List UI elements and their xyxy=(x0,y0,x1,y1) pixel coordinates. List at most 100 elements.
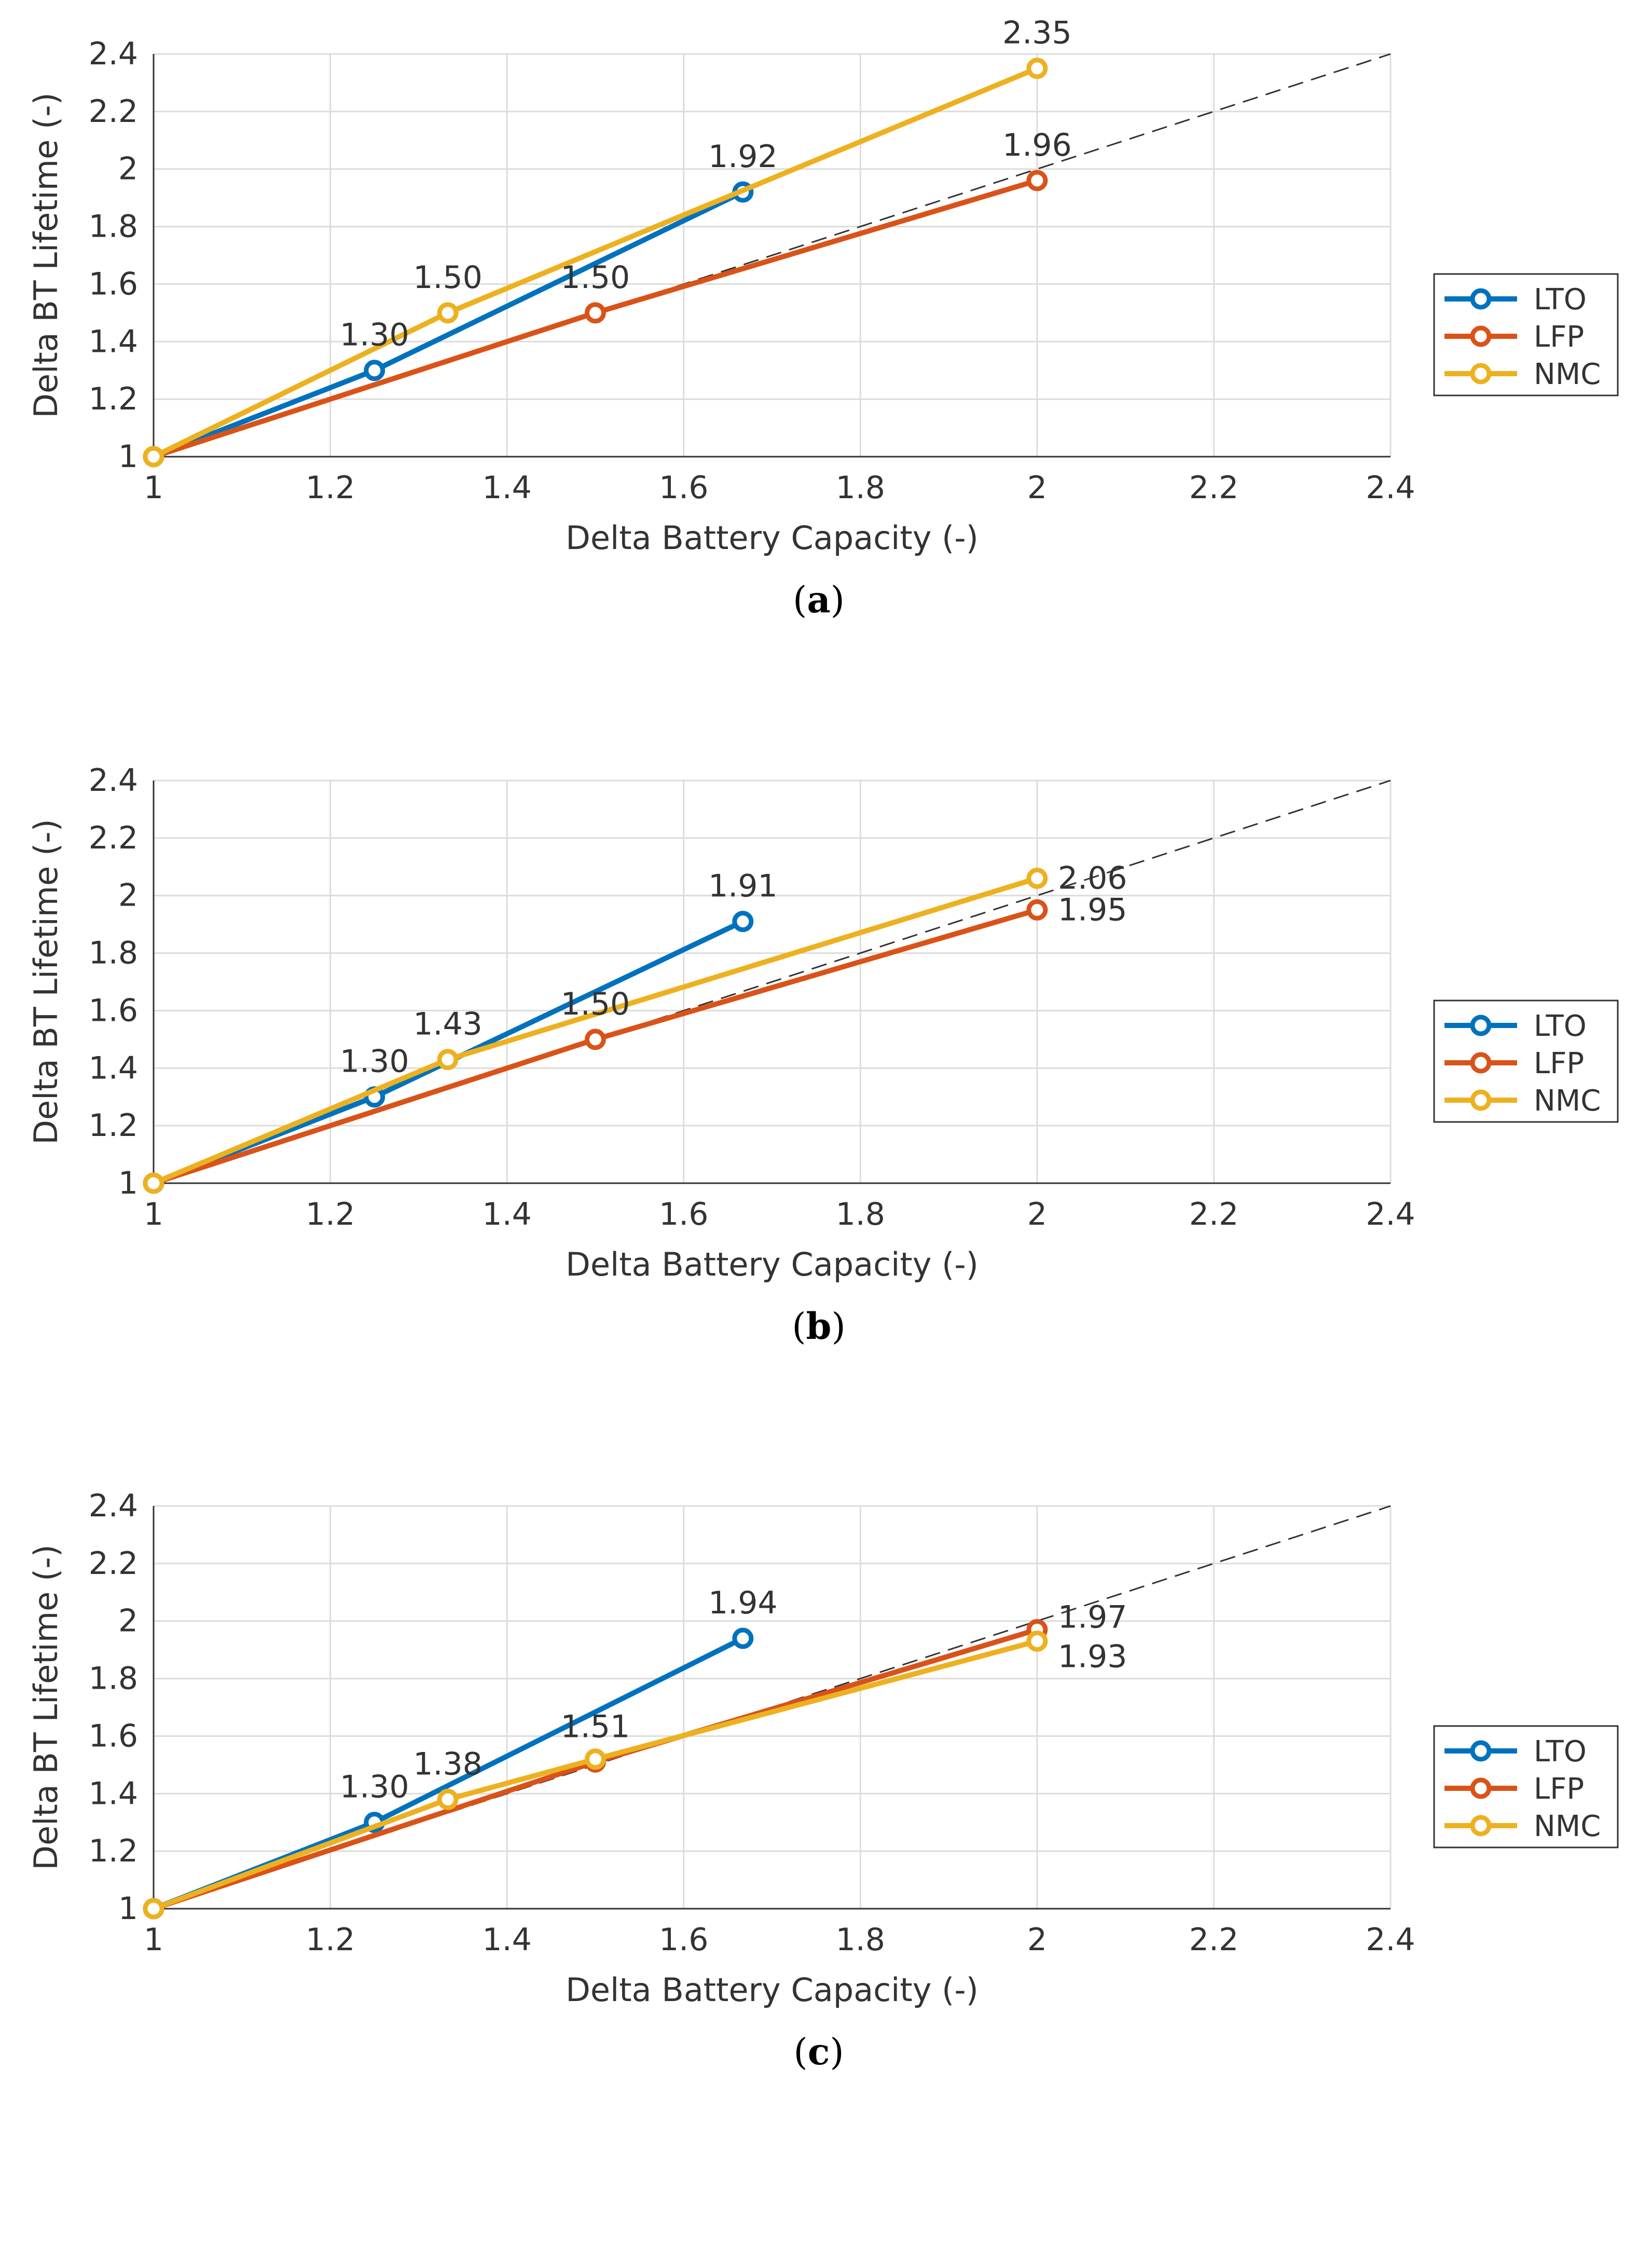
legend-swatch-marker xyxy=(1470,288,1492,310)
y-tick-label: 1.4 xyxy=(89,323,138,360)
caption-close: ) xyxy=(831,1305,845,1348)
y-tick-label: 2.2 xyxy=(89,93,138,130)
data-point xyxy=(437,302,459,324)
legend-label: NMC xyxy=(1534,1084,1601,1118)
data-label: 1.97 xyxy=(1058,1599,1127,1635)
data-point xyxy=(364,360,386,381)
x-tick-label: 1.4 xyxy=(482,470,531,506)
data-label: 2.35 xyxy=(1002,15,1072,51)
x-tick-label: 1.8 xyxy=(836,1196,885,1232)
y-tick-label: 1.6 xyxy=(89,992,138,1029)
y-tick-label: 1.4 xyxy=(89,1775,138,1812)
data-label: 1.30 xyxy=(340,1044,409,1080)
data-label: 1.96 xyxy=(1002,127,1072,163)
caption-letter: c xyxy=(808,2030,830,2073)
y-tick-label: 1.2 xyxy=(89,1107,138,1144)
series-line-lto xyxy=(153,189,744,459)
legend-label: LTO xyxy=(1534,1735,1587,1769)
data-point xyxy=(1026,58,1048,79)
x-tick-label: 2 xyxy=(1027,1196,1047,1232)
data-label: 1.91 xyxy=(708,868,778,905)
series-nmc xyxy=(143,58,1048,468)
y-tick-label: 2 xyxy=(118,878,138,914)
x-tick-label: 1.4 xyxy=(482,1196,531,1232)
x-tick-label: 2.4 xyxy=(1366,1922,1415,1958)
panel-caption: (a) xyxy=(793,578,845,621)
x-axis-label: Delta Battery Capacity (-) xyxy=(566,1245,979,1283)
x-tick-label: 1.2 xyxy=(306,1922,355,1958)
y-axis-label: Delta BT Lifetime (-) xyxy=(27,1544,65,1870)
y-tick-label: 1.8 xyxy=(89,209,138,245)
y-tick-label: 1 xyxy=(118,1165,138,1201)
data-label: 1.50 xyxy=(561,259,630,296)
data-point xyxy=(584,1748,606,1770)
y-tick-label: 2 xyxy=(118,151,138,187)
y-tick-label: 2.2 xyxy=(89,1545,138,1582)
legend-label: LFP xyxy=(1534,1772,1584,1806)
legend-swatch-marker xyxy=(1470,325,1492,347)
x-tick-label: 1.8 xyxy=(836,1922,885,1958)
legend-swatch-marker xyxy=(1470,1740,1492,1762)
data-label: 1.92 xyxy=(708,139,778,175)
y-tick-label: 2.4 xyxy=(89,762,138,799)
x-tick-label: 1.8 xyxy=(836,470,885,506)
caption-open: ( xyxy=(792,1305,806,1348)
legend-label: LFP xyxy=(1534,1047,1584,1080)
caption-open: ( xyxy=(793,579,807,621)
data-label: 1.30 xyxy=(340,317,409,353)
y-tick-label: 1.6 xyxy=(89,1718,138,1754)
data-label: 1.95 xyxy=(1058,892,1127,928)
x-tick-label: 2 xyxy=(1027,1922,1047,1958)
legend-swatch-marker xyxy=(1470,363,1492,385)
data-point xyxy=(584,302,606,324)
chart-panel-a: 1 1.2 1.4 1.6 1.8 2 2.2 2.4 1 1.2 1.4 1.6 1.8 2 2.2 2.4… xyxy=(27,15,1619,621)
x-tick-label: 1 xyxy=(144,1196,163,1232)
x-tick-label: 1.2 xyxy=(306,1196,355,1232)
data-point xyxy=(143,446,164,468)
chart-panel-c: 1 1.2 1.4 1.6 1.8 2 2.2 2.4 1 1.2 1.4 1.6 1.8 2 2.2 2.4… xyxy=(27,1488,1619,2073)
legend-label: LFP xyxy=(1534,320,1584,354)
series-nmc xyxy=(143,867,1048,1194)
data-label: 1.30 xyxy=(340,1769,409,1805)
y-tick-label: 2.4 xyxy=(89,1488,138,1524)
caption-letter: a xyxy=(807,578,830,621)
data-point xyxy=(1026,899,1048,921)
caption-close: ) xyxy=(831,579,845,621)
x-tick-label: 2 xyxy=(1027,470,1047,506)
y-tick-label: 1 xyxy=(118,1891,138,1927)
legend-label: LTO xyxy=(1534,1009,1587,1043)
x-tick-label: 1.6 xyxy=(659,470,708,506)
legend-label: NMC xyxy=(1534,1810,1601,1843)
x-tick-label: 1.4 xyxy=(482,1922,531,1958)
x-tick-label: 2.2 xyxy=(1189,1922,1238,1958)
data-point xyxy=(1026,867,1048,889)
data-label: 1.43 xyxy=(413,1006,483,1043)
y-tick-label: 1 xyxy=(118,439,138,475)
series-line-nmc xyxy=(153,1638,1038,1911)
data-label: 2.06 xyxy=(1058,860,1127,896)
data-point xyxy=(584,1029,606,1050)
chart-panel-b: 1 1.2 1.4 1.6 1.8 2 2.2 2.4 1 1.2 1.4 1.6 1.8 2 2.2 2.4… xyxy=(27,762,1619,1348)
y-axis-label: Delta BT Lifetime (-) xyxy=(27,92,65,418)
y-tick-label: 2 xyxy=(118,1603,138,1639)
legend-label: NMC xyxy=(1534,358,1601,391)
x-tick-label: 1.2 xyxy=(306,470,355,506)
legend-swatch-marker xyxy=(1470,1052,1492,1074)
data-label: 1.93 xyxy=(1058,1639,1127,1675)
caption-open: ( xyxy=(793,2031,807,2073)
x-tick-label: 1.6 xyxy=(659,1196,708,1232)
data-point xyxy=(143,1172,164,1194)
data-label: 1.50 xyxy=(561,986,630,1022)
grid xyxy=(153,53,1392,458)
y-tick-label: 1.2 xyxy=(89,381,138,417)
panel-caption: (c) xyxy=(793,2030,844,2073)
y-tick-label: 1.8 xyxy=(89,935,138,971)
legend-swatch-marker xyxy=(1470,1777,1492,1799)
caption-close: ) xyxy=(830,2031,844,2073)
data-label: 1.94 xyxy=(708,1585,778,1621)
x-tick-label: 2.4 xyxy=(1366,470,1415,506)
y-tick-label: 1.8 xyxy=(89,1661,138,1697)
data-point xyxy=(1026,1631,1048,1652)
